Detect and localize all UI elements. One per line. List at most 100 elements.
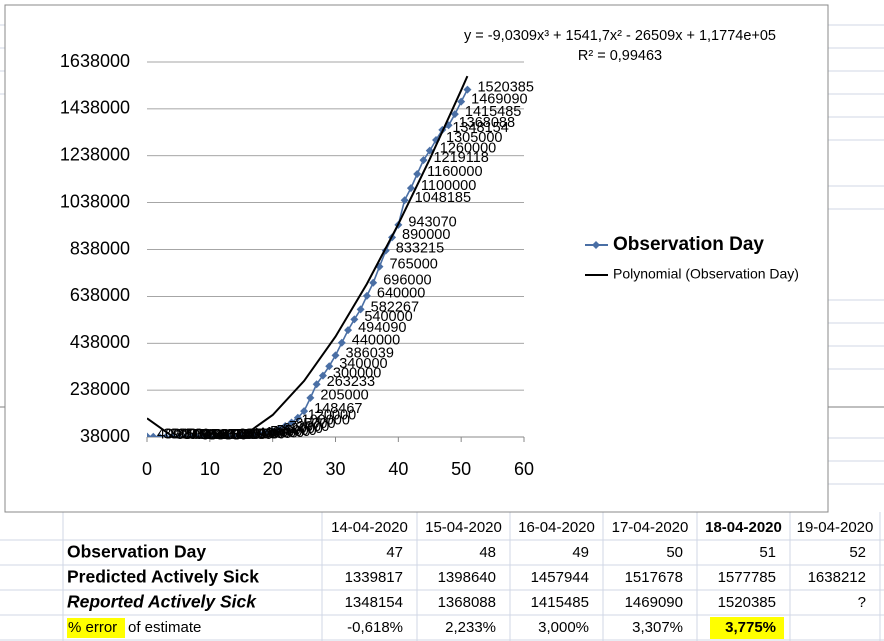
- data-label: 39000: [163, 427, 203, 443]
- data-label: 37000: [188, 427, 228, 443]
- marker: [413, 170, 422, 179]
- column-header: 14-04-2020: [331, 519, 408, 536]
- x-tick-label: 40: [388, 459, 408, 479]
- x-tick-label: 50: [451, 459, 471, 479]
- marker: [243, 431, 252, 437]
- x-tick-label: 20: [263, 459, 283, 479]
- marker: [199, 433, 208, 437]
- marker: [344, 326, 353, 335]
- marker: [419, 156, 428, 165]
- data-label: 494090: [358, 320, 406, 336]
- data-label: 37500: [182, 427, 222, 443]
- legend-label: Polynomial (Observation Day): [613, 266, 799, 282]
- data-label: 263233: [327, 374, 375, 390]
- marker: [149, 432, 158, 437]
- data-label: 440000: [352, 333, 400, 349]
- marker: [268, 427, 277, 436]
- marker: [325, 362, 334, 371]
- marker: [362, 291, 371, 300]
- marker: [224, 432, 233, 437]
- cell: 3,775%: [725, 619, 776, 636]
- x-tick-label: 60: [514, 459, 534, 479]
- y-tick-label: 38000: [80, 426, 130, 446]
- cell: 50: [666, 544, 683, 561]
- data-label: 40000: [157, 426, 197, 442]
- data-label: 1368088: [459, 115, 515, 131]
- cell: 1577785: [718, 569, 776, 586]
- marker: [174, 433, 183, 437]
- marker: [249, 431, 258, 437]
- data-label: 205000: [320, 388, 368, 404]
- marker: [331, 351, 340, 360]
- data-label: 38500: [170, 427, 210, 443]
- cell: 1398640: [438, 569, 496, 586]
- marker: [406, 184, 415, 193]
- data-label: 1160000: [427, 164, 482, 180]
- cell: 47: [386, 544, 403, 561]
- y-tick-label: 1638000: [60, 51, 130, 71]
- row-label: Observation Day: [67, 542, 206, 562]
- data-label: 640000: [377, 286, 425, 302]
- plot-area: [147, 75, 472, 437]
- data-label: 765000: [389, 256, 437, 272]
- marker: [256, 430, 265, 437]
- data-label: 46000: [264, 425, 304, 441]
- marker: [262, 429, 271, 437]
- marker: [293, 413, 302, 422]
- column-header: 18-04-2020: [705, 519, 782, 536]
- r-squared: R² = 0,99463: [578, 48, 662, 64]
- data-label: 36000: [207, 427, 247, 443]
- y-tick-label: 1038000: [60, 191, 130, 211]
- data-label: 1520385: [477, 79, 533, 95]
- data-label: 39000: [245, 427, 285, 443]
- row-label-rest: of estimate: [128, 619, 201, 636]
- marker: [187, 433, 195, 437]
- cell: 1638212: [808, 569, 866, 586]
- row-label: Reported Actively Sick: [67, 592, 257, 612]
- data-label: 1415485: [465, 104, 521, 120]
- marker: [161, 433, 170, 437]
- table: 14-04-2020 15-04-2020 16-04-2020 17-04-2020…: [67, 519, 873, 639]
- legend-marker: [592, 241, 600, 249]
- data-label: 38000: [176, 427, 216, 443]
- y-tick-label: 638000: [70, 285, 130, 305]
- cell: 51: [759, 544, 776, 561]
- marker: [369, 278, 378, 287]
- data-label: 36500: [214, 427, 254, 443]
- cell: ?: [858, 594, 866, 611]
- marker: [400, 196, 409, 205]
- data-label: 1048185: [415, 190, 471, 206]
- row-label: % error: [68, 619, 117, 636]
- marker: [147, 432, 151, 437]
- data-label: 943070: [408, 215, 456, 231]
- marker: [281, 421, 290, 430]
- y-tick-label: 438000: [70, 332, 130, 352]
- highlight: [67, 618, 125, 638]
- y-tick-label: 1438000: [60, 98, 130, 118]
- data-label: 62000: [283, 421, 323, 437]
- highlight: [710, 617, 784, 639]
- data-label: 1469090: [471, 91, 527, 107]
- legend-label: Observation Day: [613, 234, 764, 255]
- marker: [306, 393, 315, 402]
- data-label: 50000: [270, 424, 310, 440]
- cell: 49: [572, 544, 589, 561]
- data-label: 1305000: [446, 130, 502, 146]
- cell: 3,307%: [632, 619, 683, 636]
- data-label: 37500: [226, 427, 266, 443]
- marker: [350, 315, 359, 324]
- data-label: 1219118: [433, 150, 488, 166]
- marker: [218, 433, 227, 437]
- marker: [356, 305, 365, 314]
- cell: -0,618%: [347, 619, 403, 636]
- cell: 1368088: [438, 594, 496, 611]
- data-label: 85000: [295, 416, 335, 432]
- data-label: 43000: [258, 426, 298, 442]
- marker: [274, 425, 283, 434]
- marker: [287, 418, 296, 427]
- column-header: 15-04-2020: [425, 519, 502, 536]
- data-label: 833215: [396, 240, 444, 256]
- cell: 1517678: [625, 569, 683, 586]
- data-label: 696000: [383, 273, 431, 289]
